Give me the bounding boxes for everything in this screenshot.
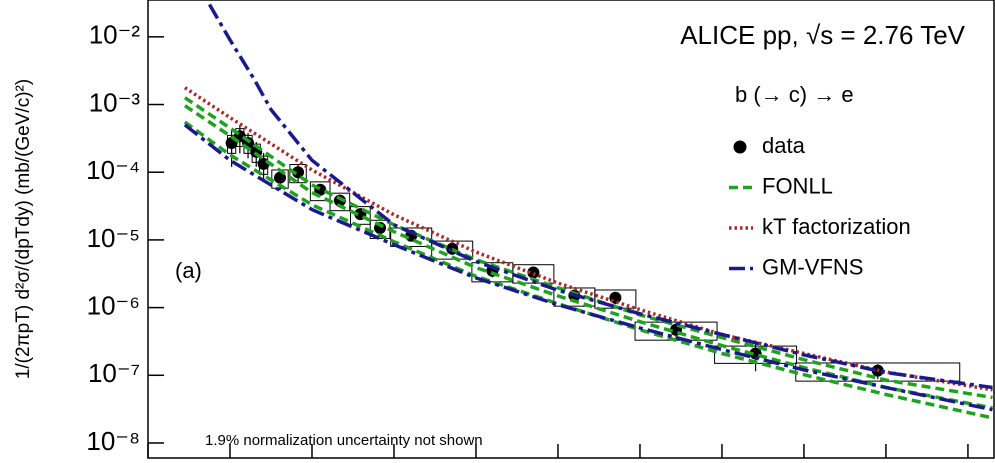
y-tick-label: 10⁻³ (89, 87, 141, 117)
data-point (274, 171, 287, 184)
y-tick-label: 10⁻² (89, 20, 141, 50)
model-curve (183, 96, 993, 400)
note: 1.9% normalization uncertainty not shown (205, 432, 483, 449)
y-tick-label: 10⁻⁵ (87, 223, 140, 253)
plot-frame (147, 0, 995, 459)
legend-label: GM-VFNS (762, 254, 863, 279)
sys-box (390, 227, 433, 247)
legend-label: data (762, 133, 806, 158)
plot-area (183, 3, 993, 420)
legend-marker (733, 140, 747, 154)
sys-box (350, 206, 371, 225)
legend-label: kT factorization (762, 214, 911, 239)
y-tick-label: 10⁻⁴ (86, 155, 140, 185)
legend-label: FONLL (762, 173, 833, 198)
y-tick-label: 10⁻⁶ (87, 290, 140, 320)
model-curve (183, 120, 993, 420)
model-curve (207, 3, 993, 390)
model-curve (183, 123, 993, 412)
panel-label: (a) (175, 258, 202, 283)
chart-subtitle: b (→ c) → e (735, 82, 854, 107)
y-tick-label: 10⁻⁷ (88, 358, 140, 388)
sys-box (309, 181, 331, 202)
y-tick-label: 10⁻⁸ (86, 426, 140, 456)
chart-title: ALICE pp, √s = 2.76 TeV (680, 20, 965, 50)
data-point (527, 266, 540, 279)
y-axis-label: 1/(2πpT) d²σ/(dpTdy) (mb/(GeV/c)²) (13, 79, 34, 379)
